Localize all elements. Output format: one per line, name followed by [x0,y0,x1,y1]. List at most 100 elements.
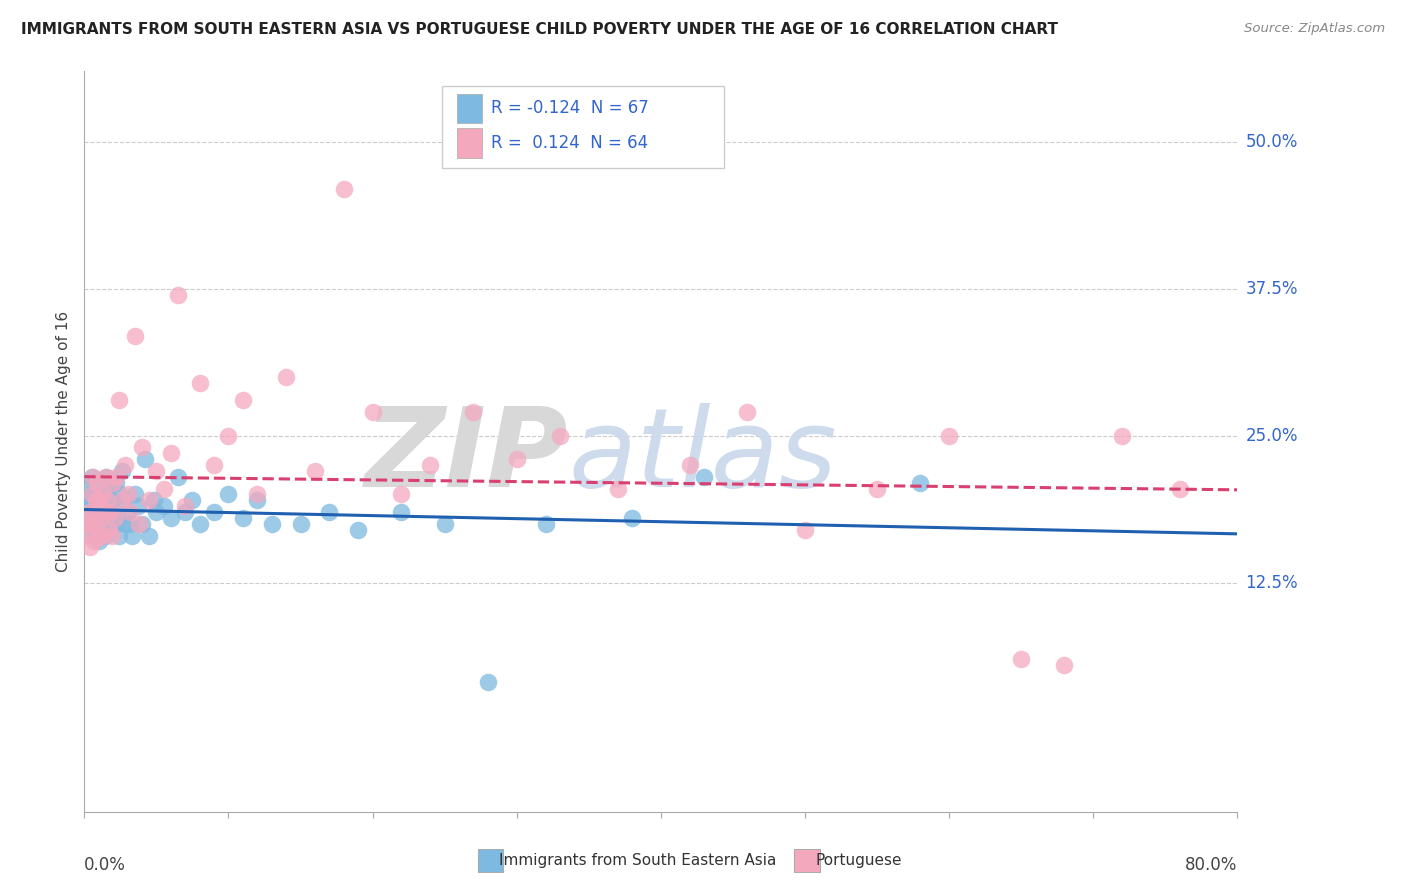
Point [866,482,889,496]
Point [75,528,97,542]
Point [93,505,115,519]
Point [120,505,142,519]
Point [87,511,110,525]
Point [218,487,240,501]
Point [606,482,628,496]
Point [76,516,98,531]
FancyBboxPatch shape [457,94,482,123]
Point [477,675,499,690]
Point [794,523,817,537]
Point [84,493,107,508]
Text: Immigrants from South Eastern Asia: Immigrants from South Eastern Asia [499,854,776,868]
Point [145,505,167,519]
Point [80,499,103,513]
Point [361,405,384,419]
Point [84,528,107,542]
Point [548,428,571,442]
Point [124,328,146,343]
Point [87,528,110,542]
Point [90,516,112,531]
Point [82,516,104,531]
Point [103,475,124,490]
Point [174,499,197,513]
Point [93,528,115,542]
Point [232,511,254,525]
Point [112,493,135,508]
Point [110,487,132,501]
Point [105,470,128,484]
Point [83,534,105,549]
Point [333,182,356,196]
Point [419,458,441,472]
Point [94,470,117,484]
Text: 12.5%: 12.5% [1246,574,1298,591]
Point [621,511,644,525]
Point [121,528,143,542]
Point [1111,428,1133,442]
Point [98,505,121,519]
Point [83,493,105,508]
Point [83,516,105,531]
Point [160,511,183,525]
Point [87,534,110,549]
Point [82,475,104,490]
Point [114,516,136,531]
Point [246,493,269,508]
Point [80,487,103,501]
Point [94,470,117,484]
Point [167,470,190,484]
Point [77,487,100,501]
Point [80,470,103,484]
Point [124,487,146,501]
Point [89,493,111,508]
Text: 25.0%: 25.0% [1246,426,1298,445]
Text: IMMIGRANTS FROM SOUTH EASTERN ASIA VS PORTUGUESE CHILD POVERTY UNDER THE AGE OF : IMMIGRANTS FROM SOUTH EASTERN ASIA VS PO… [21,22,1059,37]
Text: ZIP: ZIP [366,403,568,510]
Point [75,493,97,508]
Text: 37.5%: 37.5% [1246,280,1298,298]
Point [107,511,129,525]
FancyBboxPatch shape [441,87,724,168]
Point [276,370,298,384]
Point [218,428,240,442]
Point [91,499,114,513]
Point [160,446,183,460]
Point [117,505,139,519]
Point [167,287,190,301]
Point [127,499,149,513]
Point [100,528,122,542]
Point [105,475,128,490]
Text: 80.0%: 80.0% [1185,856,1237,874]
Point [120,516,142,531]
Point [152,482,174,496]
Point [79,528,101,542]
Point [117,487,139,501]
Point [1168,482,1191,496]
Point [89,511,111,525]
Point [96,516,118,531]
Point [97,523,120,537]
Point [463,405,485,419]
Point [94,487,117,501]
Point [246,487,269,501]
Point [188,376,211,390]
Point [1010,652,1032,666]
Point [737,405,759,419]
Point [77,505,100,519]
Point [83,505,105,519]
Point [82,470,104,484]
Point [111,464,134,478]
Point [76,505,98,519]
Point [202,505,225,519]
Point [304,464,326,478]
Point [90,528,112,542]
Point [506,452,529,467]
Point [910,475,932,490]
Point [142,493,165,508]
Text: Source: ZipAtlas.com: Source: ZipAtlas.com [1244,22,1385,36]
Y-axis label: Child Poverty Under the Age of 16: Child Poverty Under the Age of 16 [56,311,72,572]
Text: Portuguese: Portuguese [815,854,903,868]
Point [318,505,340,519]
Point [108,528,131,542]
Point [290,516,312,531]
